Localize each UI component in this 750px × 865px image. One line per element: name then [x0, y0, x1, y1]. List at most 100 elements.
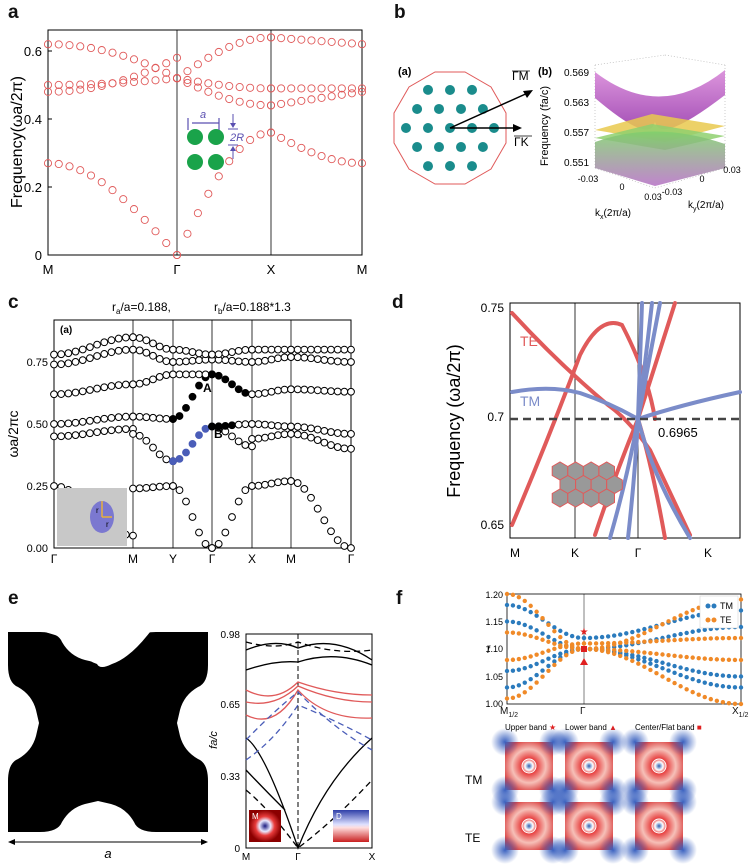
dispersion-dot — [648, 639, 653, 644]
dispersion-dot — [660, 674, 665, 679]
dispersion-dot — [510, 592, 516, 597]
band-marker — [327, 84, 336, 93]
dispersion-dot — [534, 661, 539, 667]
dispersion-dot — [690, 629, 695, 634]
band-marker — [114, 334, 123, 343]
panel-a-ytick: 0.2 — [24, 180, 42, 195]
band-marker — [182, 448, 190, 457]
dispersion-dot — [654, 670, 659, 676]
panel-e-ytick: 0.33 — [221, 772, 241, 783]
band-marker — [280, 430, 289, 439]
band-marker — [142, 413, 151, 422]
band-marker — [50, 390, 58, 399]
band-marker — [208, 544, 216, 552]
dispersion-dot — [684, 674, 689, 680]
band-marker — [54, 40, 63, 49]
band-marker — [149, 483, 157, 492]
panel-c-ytick: 0.50 — [27, 419, 48, 431]
band-marker — [71, 358, 80, 366]
band-marker — [307, 36, 316, 45]
band-marker — [201, 424, 210, 433]
band-marker — [155, 355, 164, 363]
band-marker — [162, 371, 171, 379]
band-marker — [300, 345, 309, 354]
dispersion-dot — [546, 656, 551, 661]
band-marker — [140, 77, 149, 86]
dispersion-dot — [642, 650, 647, 655]
dispersion-dot — [510, 603, 516, 608]
band-marker — [340, 357, 349, 366]
panel-b-figure: (a) ΓM ΓK (b) Frequency (fa/c) 0.569 0.5… — [393, 54, 741, 221]
dispersion-dot — [510, 668, 516, 673]
band-marker — [201, 539, 210, 548]
dispersion-dot — [636, 639, 641, 645]
dispersion-dot — [558, 644, 563, 650]
rod — [412, 104, 423, 114]
band-marker — [277, 34, 286, 43]
dispersion-dot — [564, 653, 569, 658]
band-marker — [182, 403, 190, 412]
band-marker — [320, 516, 329, 525]
band-marker — [248, 434, 256, 443]
band-marker — [214, 350, 223, 359]
band-marker — [188, 439, 197, 448]
dispersion-dot — [672, 616, 677, 621]
band-marker — [235, 38, 244, 47]
band-marker — [267, 421, 276, 430]
panel-f-mode-maps — [491, 728, 697, 864]
band-marker — [195, 431, 203, 440]
band-marker — [100, 427, 109, 436]
dispersion-dot — [678, 665, 683, 670]
band-marker — [162, 68, 171, 77]
band-marker — [241, 389, 250, 397]
rod — [456, 103, 466, 114]
panel-a-inset-2r: 2R — [229, 132, 244, 144]
band-marker — [347, 158, 356, 167]
dispersion-dot — [708, 636, 714, 641]
band-marker — [57, 350, 66, 359]
band-marker — [50, 360, 58, 369]
panel-b-ztick: 0.551 — [564, 158, 589, 169]
band-marker — [228, 513, 236, 521]
mode-ring — [581, 818, 597, 834]
band-marker — [293, 345, 302, 354]
dispersion-dot — [558, 628, 563, 634]
band-marker — [327, 441, 335, 449]
dispersion-dot — [575, 635, 581, 640]
dispersion-dot — [738, 635, 744, 641]
dispersion-dot — [569, 649, 575, 655]
band-marker — [277, 84, 286, 93]
panel-c-sub-a: (a) — [60, 325, 72, 336]
dispersion-dot — [648, 661, 653, 666]
dispersion-dot — [678, 654, 683, 659]
band-marker — [333, 357, 342, 366]
dispersion-dot — [684, 637, 689, 642]
panel-e-inset-m: M — [249, 810, 281, 842]
panel-e-xtick: M — [242, 852, 250, 863]
band-marker — [333, 345, 342, 354]
band-marker — [333, 387, 342, 396]
panel-c-xtick: Γ — [348, 552, 355, 566]
dispersion-dot — [660, 652, 665, 657]
band-line — [626, 301, 644, 540]
band-marker — [57, 360, 66, 369]
band-marker — [86, 80, 96, 89]
panel-c-rb: rb/a=0.188*1.3 — [214, 300, 291, 316]
band-marker — [129, 380, 137, 389]
band-marker — [317, 93, 326, 102]
band-marker — [71, 388, 80, 397]
band-marker — [188, 348, 197, 356]
dispersion-dot — [552, 629, 557, 634]
band-marker — [234, 346, 243, 355]
dispersion-dot — [510, 695, 516, 700]
dispersion-dot — [714, 636, 720, 641]
dispersion-dot — [522, 655, 527, 661]
dispersion-dot — [648, 627, 653, 633]
dispersion-dot — [720, 657, 726, 662]
band-marker — [327, 92, 336, 101]
dispersion-dot — [702, 627, 707, 632]
band-marker — [287, 98, 296, 107]
band-marker — [280, 385, 289, 394]
band-marker — [151, 63, 160, 72]
dispersion-dot — [552, 641, 557, 646]
